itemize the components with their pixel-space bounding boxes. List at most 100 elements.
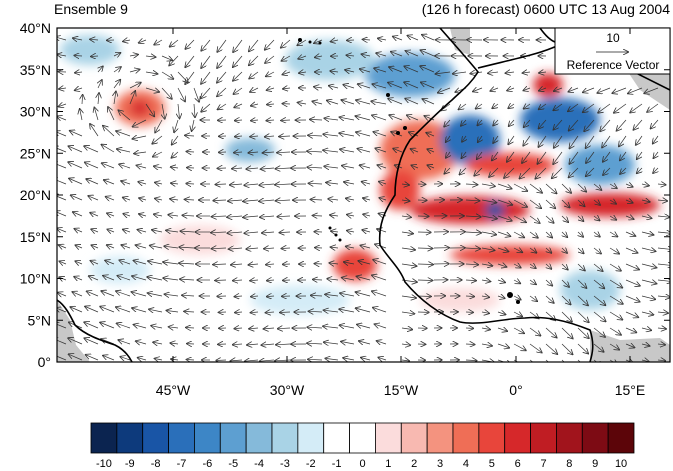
wind-vector xyxy=(562,248,567,253)
colorbar-label: -3 xyxy=(280,458,290,470)
wind-vector xyxy=(401,328,412,330)
wind-vector xyxy=(212,248,227,249)
colorbar-swatch xyxy=(219,422,247,454)
wind-vector xyxy=(641,280,656,284)
wind-vector xyxy=(546,248,551,253)
wind-vector xyxy=(522,151,531,163)
wind-vector xyxy=(108,107,115,121)
wind-vector xyxy=(129,69,140,72)
wind-vector xyxy=(391,52,403,57)
wind-vector xyxy=(90,124,99,137)
wind-vector xyxy=(340,149,355,152)
wind-vector xyxy=(137,165,147,168)
wind-vector xyxy=(653,135,659,144)
wind-vector xyxy=(593,232,600,237)
wind-vector xyxy=(310,119,323,120)
wind-vector xyxy=(85,162,99,169)
colorbar-swatch xyxy=(452,422,480,454)
colorbar-label: -1 xyxy=(332,458,342,470)
wind-vector xyxy=(280,312,291,313)
wind-vector xyxy=(69,179,83,185)
wind-vector xyxy=(171,183,179,184)
wind-vector xyxy=(513,199,527,207)
wind-vector xyxy=(356,116,371,121)
wind-vector xyxy=(227,216,243,217)
wind-vector xyxy=(201,55,211,68)
wind-vector xyxy=(625,232,635,236)
wind-vector xyxy=(657,296,670,297)
wind-vector xyxy=(245,360,259,361)
longitude-tick-label: 45°W xyxy=(156,382,191,398)
wind-vector xyxy=(524,88,531,91)
wind-vector xyxy=(373,308,387,313)
wind-vector xyxy=(57,212,67,217)
wind-vector xyxy=(473,88,483,92)
wind-vector xyxy=(644,87,659,93)
wind-vector xyxy=(100,323,115,329)
wind-vector xyxy=(228,200,243,201)
wind-vector xyxy=(481,328,490,330)
wind-vector xyxy=(148,293,163,296)
wind-vector xyxy=(554,135,563,148)
wind-vector xyxy=(123,214,131,216)
wind-vector xyxy=(453,72,467,74)
wind-vector xyxy=(169,327,179,328)
wind-vector xyxy=(132,308,147,312)
wind-vector xyxy=(313,280,323,281)
wind-vector xyxy=(657,248,670,250)
wind-vector xyxy=(118,340,131,344)
wind-vector xyxy=(342,166,355,168)
wind-vector xyxy=(169,55,179,65)
islands xyxy=(298,38,520,304)
latitude-tick-label: 25°N xyxy=(20,145,51,161)
wind-vector xyxy=(57,228,67,232)
wind-vector xyxy=(600,119,611,131)
wind-vector xyxy=(362,182,371,184)
wind-vector xyxy=(323,134,339,136)
wind-vector xyxy=(461,119,466,126)
wind-vector xyxy=(339,309,355,312)
wind-vector xyxy=(123,198,131,201)
colorbar-swatch xyxy=(90,422,118,454)
colorbar-swatch xyxy=(556,422,583,454)
wind-vector xyxy=(654,151,659,158)
wind-vector xyxy=(162,103,165,119)
wind-vector xyxy=(578,232,583,237)
wind-vector xyxy=(489,167,499,177)
wind-vector xyxy=(577,183,586,192)
wind-vector xyxy=(357,325,371,329)
wind-vector xyxy=(68,338,83,345)
wind-vector xyxy=(86,179,99,185)
wind-vector xyxy=(265,55,275,63)
wind-vector xyxy=(412,165,419,168)
wind-vector xyxy=(145,56,155,57)
wind-vector xyxy=(57,178,67,185)
wind-vector xyxy=(583,87,595,92)
wind-vector xyxy=(170,343,179,344)
wind-vector xyxy=(465,232,481,233)
wind-vector xyxy=(259,200,275,201)
wind-vector xyxy=(377,229,387,232)
wind-vector xyxy=(641,312,653,315)
wind-vector xyxy=(372,84,387,88)
wind-vector xyxy=(201,39,211,51)
wind-vector xyxy=(389,115,403,121)
wind-vector xyxy=(593,200,600,205)
wind-vector xyxy=(235,296,243,297)
wind-vector xyxy=(147,277,163,280)
wind-vector xyxy=(251,120,259,121)
wind-vector xyxy=(71,195,83,201)
wind-vector xyxy=(201,71,211,84)
wind-vector xyxy=(421,82,435,89)
wind-vector xyxy=(513,296,521,300)
wind-vector xyxy=(577,327,589,338)
wind-vector xyxy=(539,88,547,91)
wind-vector xyxy=(259,184,275,185)
colorbar-swatch xyxy=(271,422,299,454)
colorbar-label: -5 xyxy=(228,458,238,470)
wind-vector xyxy=(171,167,179,168)
colorbar-swatch xyxy=(400,422,428,454)
colorbar-swatch xyxy=(297,422,325,454)
wind-vector xyxy=(260,216,275,217)
wind-vector xyxy=(609,200,616,204)
